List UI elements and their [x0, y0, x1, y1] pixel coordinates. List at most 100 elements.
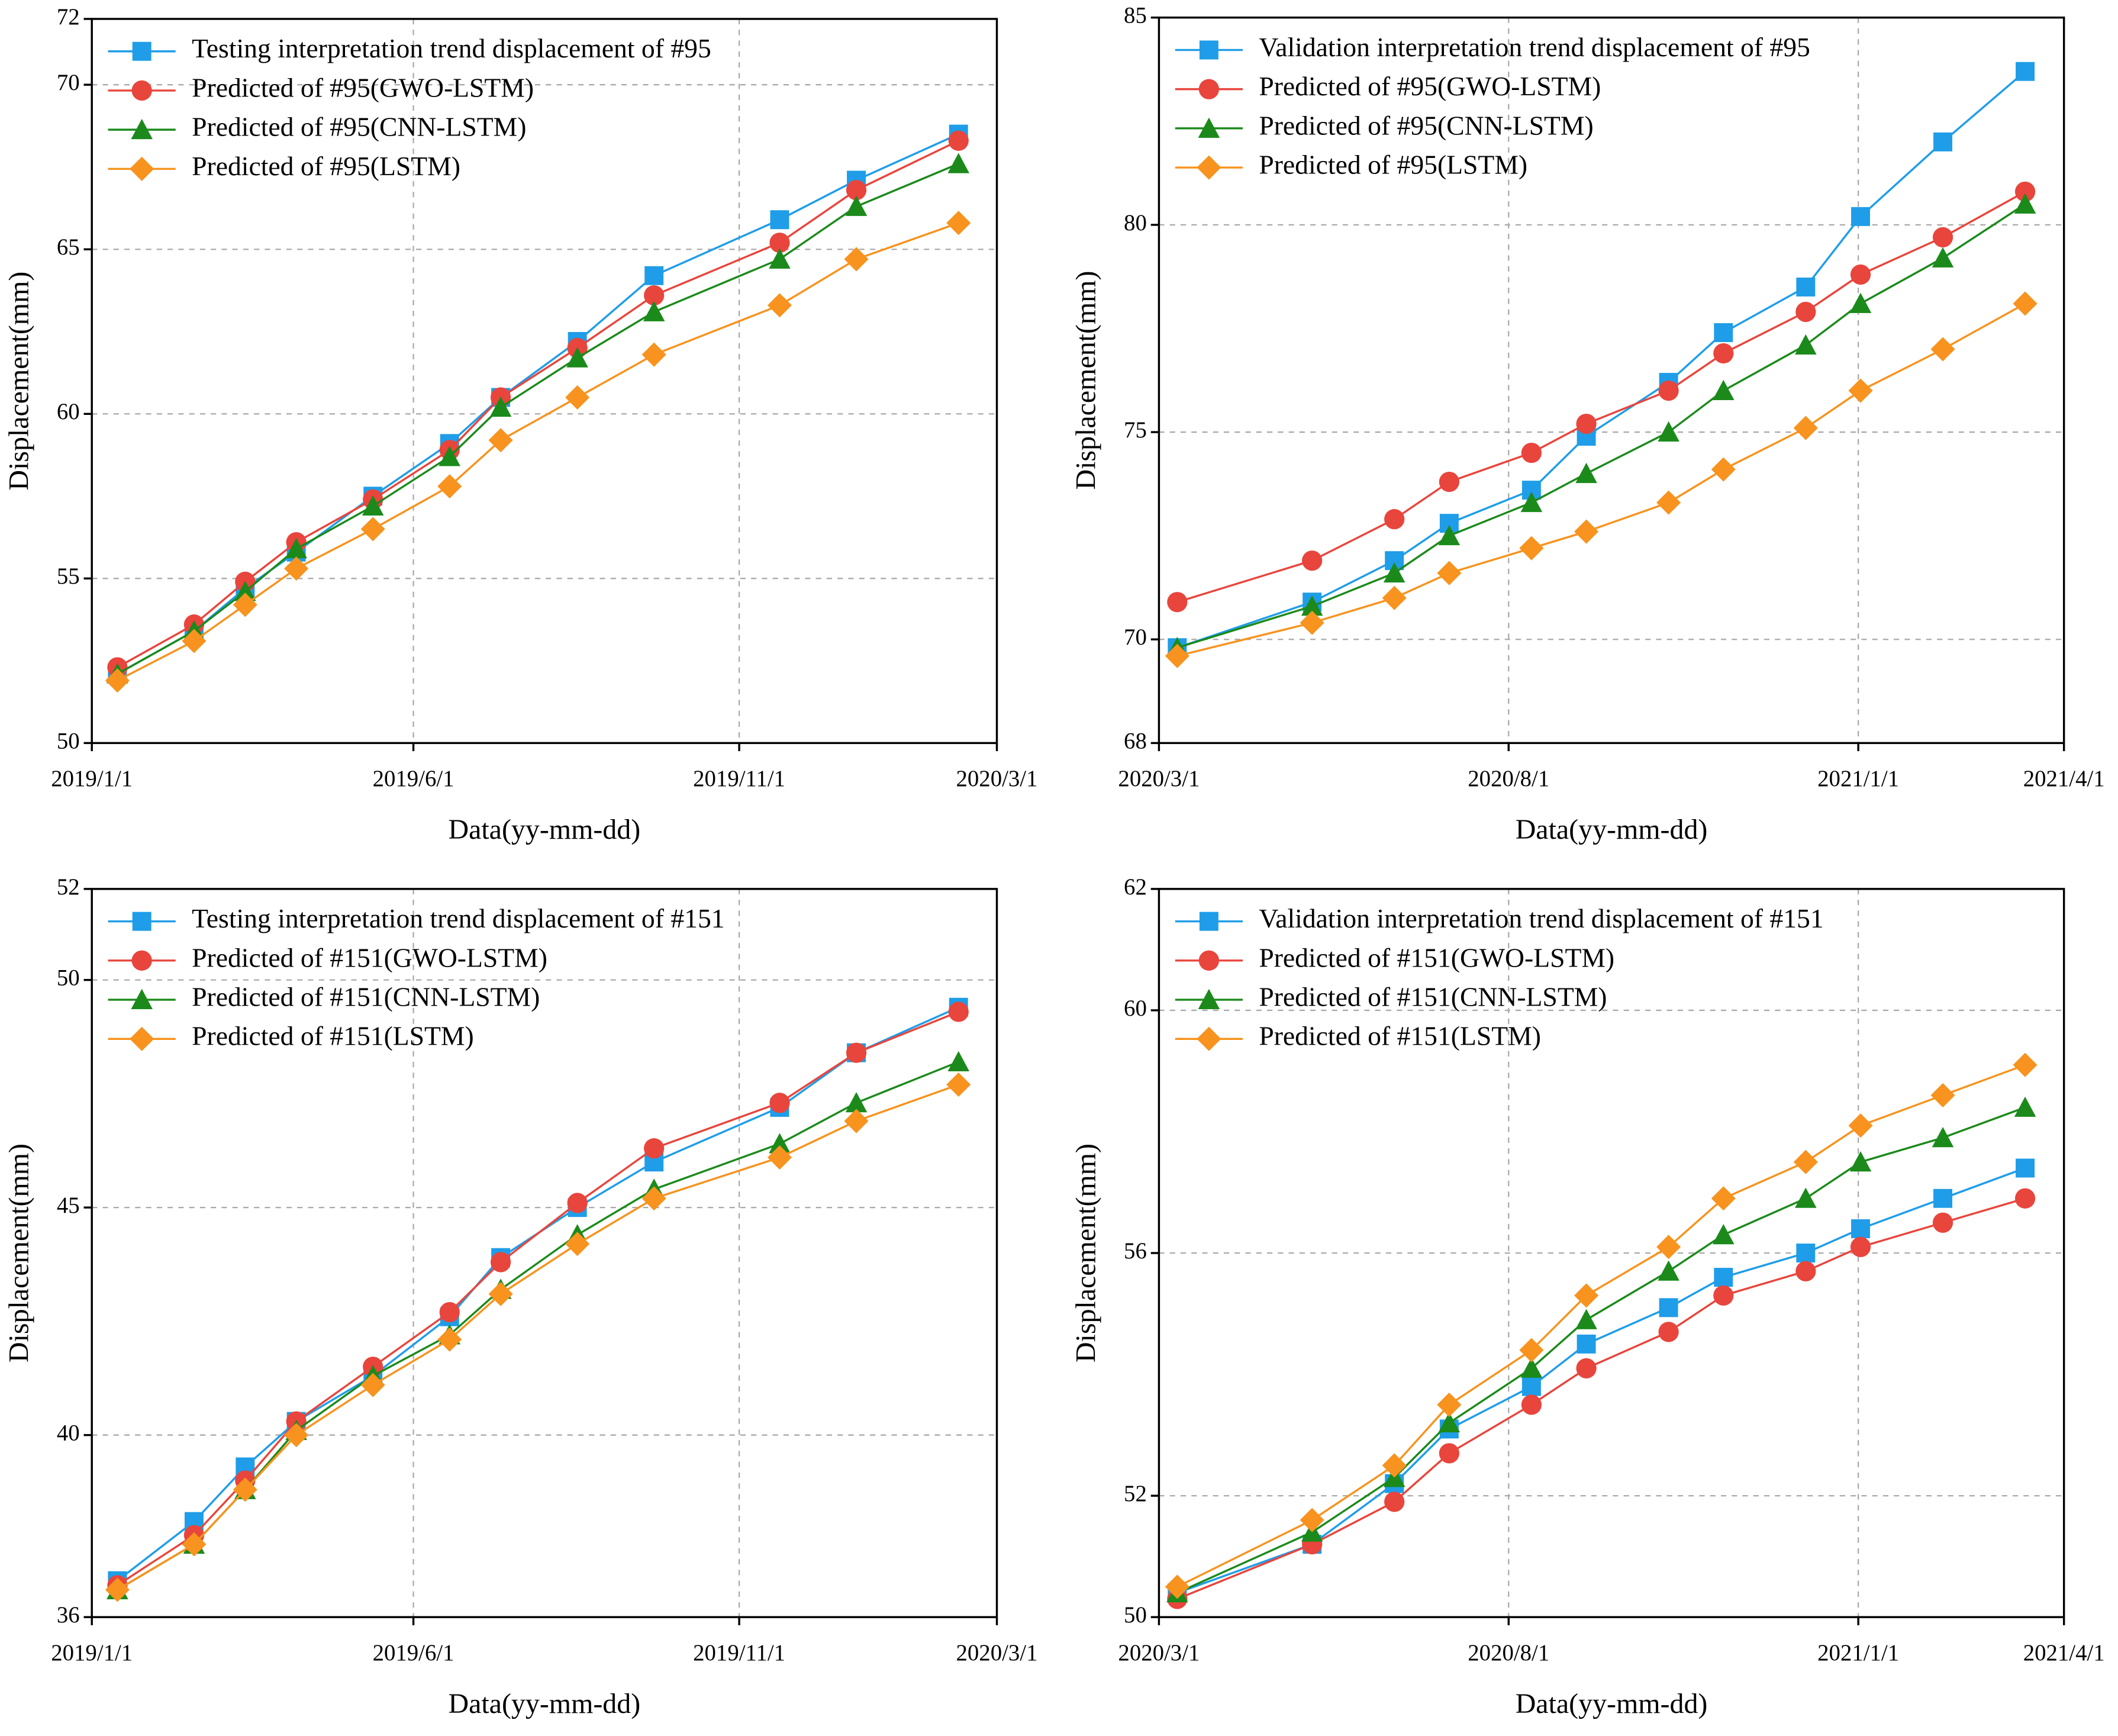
x-axis-title: Data(yy-mm-dd)	[1516, 1688, 1708, 1719]
legend-marker	[132, 41, 151, 61]
x-axis-title: Data(yy-mm-dd)	[1516, 814, 1708, 845]
legend-label: Validation interpretation trend displace…	[1259, 903, 1823, 933]
marker	[1711, 1186, 1736, 1211]
marker	[1793, 1149, 1818, 1174]
legend-marker	[132, 912, 151, 931]
marker	[565, 385, 590, 410]
legend-label: Testing interpretation trend displacemen…	[192, 903, 725, 933]
series-line	[1176, 302, 2026, 657]
x-tick-label: 2020/3/1	[956, 766, 1038, 791]
marker	[1849, 292, 1872, 313]
marker	[1167, 592, 1188, 613]
marker	[1933, 1189, 1952, 1208]
legend-marker	[131, 988, 153, 1010]
marker	[769, 232, 790, 253]
y-tick-label: 50	[1124, 1602, 1147, 1628]
legend-label: Predicted of #95(LSTM)	[1259, 149, 1527, 179]
marker	[1851, 1219, 1870, 1238]
marker	[1848, 1113, 1873, 1138]
y-tick-label: 52	[1124, 1481, 1147, 1506]
series-line	[1176, 70, 2026, 649]
marker	[845, 1092, 868, 1113]
series-line	[117, 222, 959, 682]
legend-marker	[1197, 1026, 1221, 1051]
marker	[1713, 1285, 1734, 1306]
series-line	[1176, 203, 2026, 649]
y-tick-label: 52	[57, 874, 80, 900]
marker	[2014, 1096, 2036, 1117]
x-axis-title: Data(yy-mm-dd)	[449, 814, 641, 845]
marker	[488, 428, 513, 453]
marker	[2014, 1188, 2036, 1209]
legend-label: Predicted of #151(CNN-LSTM)	[192, 982, 540, 1012]
marker	[1383, 562, 1405, 583]
marker	[767, 1145, 792, 1170]
marker	[565, 1232, 590, 1257]
y-tick-label: 75	[1124, 417, 1147, 443]
marker	[641, 1186, 666, 1211]
marker	[1795, 301, 1816, 323]
marker	[1850, 264, 1871, 285]
marker	[1932, 247, 1954, 268]
y-tick-label: 50	[57, 965, 80, 991]
series-line	[1176, 191, 2026, 603]
marker	[1382, 585, 1407, 610]
y-tick-label: 55	[57, 563, 80, 589]
marker	[770, 210, 789, 230]
marker	[182, 1532, 207, 1557]
y-tick-label: 70	[57, 70, 80, 95]
x-tick-label: 2019/11/1	[693, 1640, 785, 1666]
x-tick-label: 2021/1/1	[1817, 1640, 1899, 1666]
marker	[1795, 1187, 1817, 1208]
legend-marker	[1199, 912, 1218, 931]
legend-marker	[1197, 155, 1221, 180]
marker	[1576, 1358, 1597, 1379]
x-tick-label: 2020/3/1	[1118, 1640, 1200, 1666]
marker	[1796, 277, 1816, 297]
marker	[947, 1051, 969, 1072]
x-axis-title: Data(yy-mm-dd)	[449, 1688, 641, 1719]
marker	[1932, 1126, 1954, 1148]
marker	[1713, 1223, 1735, 1245]
x-tick-label: 2020/3/1	[956, 1640, 1038, 1666]
y-tick-label: 70	[1124, 624, 1147, 650]
series-line	[117, 1083, 959, 1591]
y-tick-label: 45	[57, 1193, 80, 1218]
marker	[844, 1109, 869, 1133]
x-tick-label: 2021/4/1	[2023, 1640, 2105, 1666]
series-line	[1176, 1197, 2026, 1600]
marker	[1302, 550, 1323, 571]
marker	[1521, 1377, 1541, 1396]
y-tick-label: 80	[1124, 210, 1147, 236]
marker	[1575, 1309, 1597, 1329]
x-tick-label: 2019/11/1	[693, 766, 785, 791]
y-tick-label: 72	[57, 4, 80, 30]
marker	[234, 581, 256, 601]
marker	[948, 1001, 969, 1022]
legend-label: Predicted of #95(CNN-LSTM)	[1259, 110, 1593, 140]
marker	[1658, 421, 1679, 442]
x-tick-label: 2020/8/1	[1468, 1640, 1549, 1666]
marker	[1301, 595, 1323, 616]
marker	[1713, 379, 1735, 401]
marker	[105, 1577, 130, 1602]
marker	[947, 153, 969, 173]
marker	[360, 1373, 385, 1397]
y-tick-label: 62	[1124, 874, 1147, 900]
marker	[2016, 62, 2035, 81]
legend-label: Predicted of #95(CNN-LSTM)	[192, 112, 526, 142]
marker	[1576, 413, 1597, 434]
marker	[1520, 1357, 1543, 1378]
marker	[769, 1093, 790, 1113]
marker	[644, 1138, 665, 1159]
legend-marker	[130, 1026, 154, 1051]
marker	[1714, 323, 1733, 342]
legend-label: Testing interpretation trend displacemen…	[192, 33, 711, 63]
legend-label: Predicted of #95(LSTM)	[192, 151, 460, 181]
plot-frame	[91, 18, 998, 745]
legend-label: Predicted of #151(LSTM)	[192, 1021, 474, 1051]
legend-marker	[1198, 950, 1219, 971]
marker	[1438, 1412, 1461, 1433]
